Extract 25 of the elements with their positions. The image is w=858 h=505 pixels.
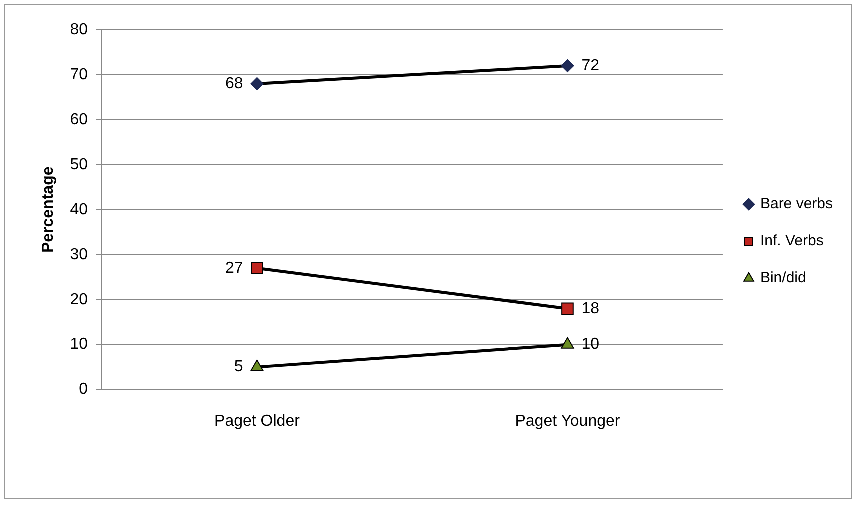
- legend-label: Inf. Verbs: [760, 232, 824, 250]
- x-tick-label: Paget Older: [214, 412, 301, 430]
- y-tick-label: 70: [70, 66, 88, 84]
- data-label: 18: [582, 300, 600, 318]
- y-tick-label: 80: [70, 21, 88, 38]
- data-label: 68: [225, 75, 244, 92]
- point: [251, 262, 264, 275]
- data-label: 10: [582, 336, 600, 354]
- point: [250, 77, 264, 90]
- y-tick-label: 60: [70, 111, 88, 128]
- legend-label: Bin/did: [760, 270, 806, 287]
- legend-label: Bare verbs: [760, 196, 834, 213]
- data-label: 5: [234, 358, 244, 376]
- y-tick-label: 10: [70, 336, 88, 354]
- y-tick-label: 50: [70, 156, 88, 174]
- point: [561, 59, 574, 72]
- x-tick-label: Paget Younger: [515, 412, 621, 430]
- y-tick-label: 40: [70, 201, 88, 218]
- point: [562, 302, 574, 315]
- data-label: 27: [225, 260, 244, 277]
- y-tick-label: 0: [79, 381, 88, 398]
- y-axis-title: Percentage: [40, 166, 58, 254]
- y-tick-label: 20: [70, 291, 88, 308]
- data-label: 72: [582, 57, 600, 74]
- y-tick-label: 30: [70, 246, 88, 264]
